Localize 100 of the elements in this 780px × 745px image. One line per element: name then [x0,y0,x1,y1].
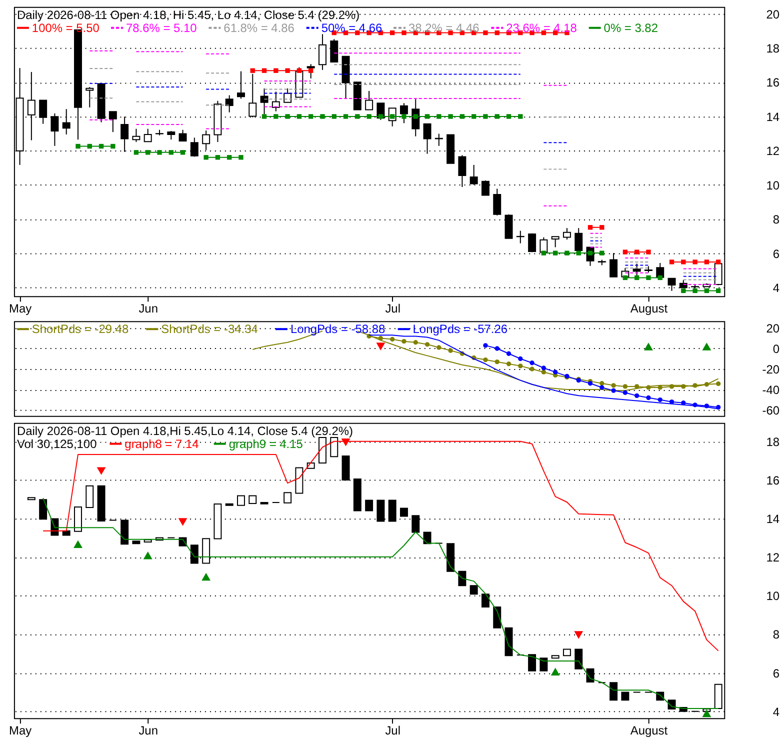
point [588,381,593,386]
x-tick-label: May [8,302,32,316]
point [518,356,523,362]
point [448,348,453,353]
legend-label: LongPds = -57.26 [412,322,508,336]
point [494,114,500,119]
candlestick [493,188,502,216]
candlestick [458,570,466,586]
point [541,250,546,256]
point [702,709,712,718]
point [448,30,453,36]
y-tick-label: -40 [762,383,780,398]
point [483,30,488,36]
point [530,366,534,372]
y-tick-label: 12 [766,550,780,565]
point [332,114,336,119]
point [98,144,104,149]
point [506,362,512,366]
point [494,346,500,351]
point [622,250,628,254]
candlestick [39,100,48,124]
point [378,336,384,341]
legend-label: 50% = 4.66 [321,20,382,35]
point [541,370,546,374]
candlestick [423,532,432,544]
candlestick [50,112,59,146]
point [634,250,640,254]
point [204,155,208,160]
point [308,114,314,119]
y-tick-label: 16 [766,473,780,488]
point [564,250,570,256]
legend-label: LongPds = -58.88 [290,322,386,336]
point [669,399,674,404]
point [692,288,698,294]
candlestick [86,86,94,108]
point [402,30,406,36]
x-tick-label: August [630,302,668,316]
y-tick-label: 20 [766,7,780,22]
y-tick-label: 10 [766,589,780,604]
point [390,336,395,342]
point [355,114,360,119]
point [550,668,560,676]
y-tick-label: 0 [772,342,780,356]
point [506,351,512,356]
text: Vol 30,125,100 [16,436,98,451]
point [692,260,698,264]
candlestick [574,228,583,251]
legend-label: ShortPds = -34.34 [161,322,258,336]
legend-label: graph9 = 4.15 [228,436,304,451]
point [471,114,476,119]
point [460,114,465,119]
point [296,114,302,119]
legend-label: graph8 = 7.14 [124,436,200,451]
point [320,114,325,119]
legend-label: 0% = 3.82 [604,20,658,35]
y-tick-label: 14 [766,110,780,124]
y-tick-label: 18 [766,41,780,56]
y-tick-label: 6 [772,666,780,680]
point [681,384,686,389]
y-tick-label: 18 [766,434,780,449]
point [600,225,604,230]
y-tick-label: 10 [766,178,780,192]
point [424,342,430,347]
candlestick [284,492,292,504]
point [622,384,628,389]
point [96,467,106,475]
point [658,385,662,390]
legend-label: 61.8% = 4.86 [224,20,295,35]
point [692,402,698,408]
candlestick [225,94,234,113]
point [704,260,710,264]
point [274,114,278,119]
point [716,288,721,294]
candlestick [306,64,315,79]
candlestick [551,236,560,248]
y-tick-label: 14 [766,512,780,526]
candlestick [86,485,94,508]
point [552,250,558,256]
point [74,540,82,548]
point [716,381,721,386]
legend-label: ShortPds = -29.48 [32,322,129,336]
y-tick-label: 16 [766,76,780,90]
point [436,345,442,350]
point [622,390,628,395]
point [681,400,686,406]
legend-label: 78.6% = 5.10 [126,20,198,35]
x-tick-label: Jun [138,724,158,738]
point [262,114,267,119]
candlestick [365,500,374,512]
point [634,384,640,389]
point [704,288,710,294]
point [634,275,640,280]
x-tick-label: August [630,724,668,738]
point [600,385,604,390]
point [669,260,674,264]
point [390,30,395,36]
legend-label: 100% = 5.50 [32,20,100,35]
point [494,30,500,36]
point [110,144,116,149]
point [178,518,188,526]
